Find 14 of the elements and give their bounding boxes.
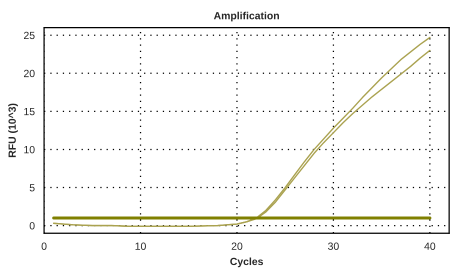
y-axis-title: RFU (10^3): [8, 104, 18, 158]
x-tick-label: 40: [424, 242, 436, 250]
y-tick-label: 10: [24, 146, 35, 154]
x-tick-label: 20: [232, 242, 242, 250]
x-tick-label: 10: [136, 242, 146, 250]
chart-title: Amplification: [214, 12, 279, 22]
x-tick-label: 30: [328, 242, 339, 250]
y-tick-label: 15: [24, 108, 35, 116]
x-tick-label: 0: [42, 242, 47, 250]
y-tick-label: 25: [24, 32, 35, 40]
y-tick-label: 20: [24, 70, 35, 78]
y-tick-label: 0: [30, 222, 35, 230]
x-axis-title: Cycles: [230, 258, 263, 268]
y-tick-label: 5: [30, 184, 35, 192]
